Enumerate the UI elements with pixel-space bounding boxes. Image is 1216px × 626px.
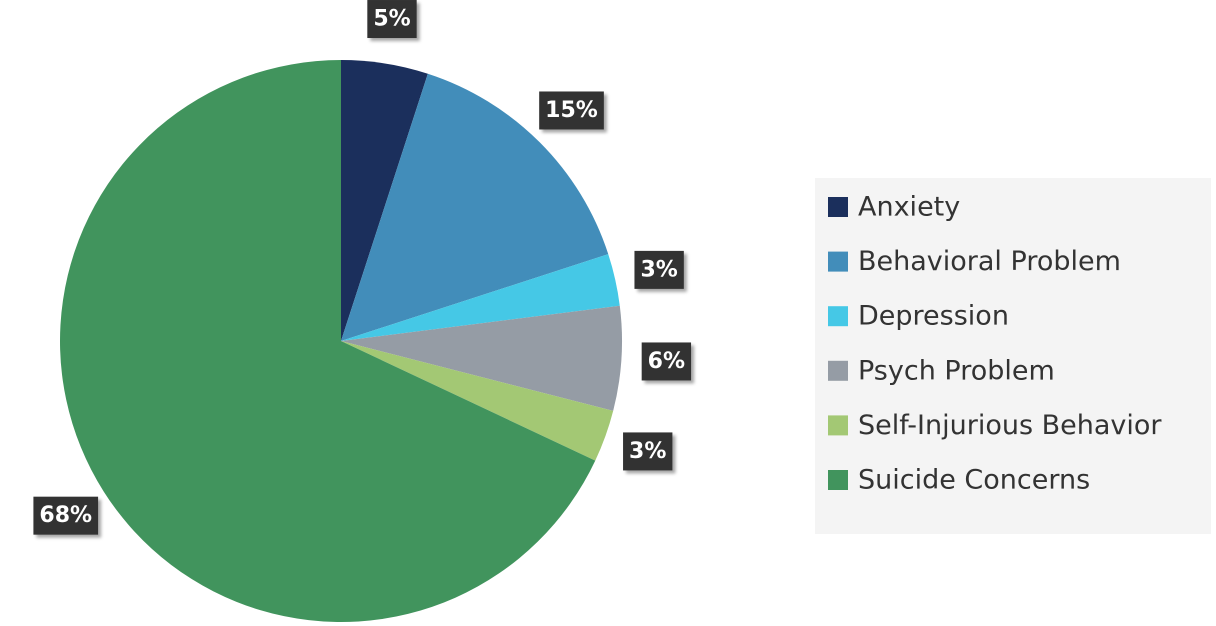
pie-slice <box>341 305 622 411</box>
legend-box <box>815 178 1211 534</box>
data-label-box <box>641 342 692 381</box>
legend-swatch <box>828 197 848 217</box>
legend-label: Behavioral Problem <box>858 246 1121 277</box>
legend-swatch <box>828 360 848 381</box>
data-label-text: 6% <box>648 349 685 374</box>
pie <box>60 60 622 622</box>
data-label-text: 3% <box>640 257 677 282</box>
pie-slice <box>341 60 428 341</box>
data-label-text: 15% <box>545 98 598 123</box>
data-label: 15% <box>539 91 604 130</box>
data-label-text: 68% <box>39 503 92 528</box>
data-label-box <box>367 0 417 39</box>
data-labels: 5% 15% 3% 6% 3% 68% <box>33 0 692 535</box>
data-label-text: 3% <box>629 439 666 464</box>
legend-label: Psych Problem <box>858 355 1055 386</box>
data-label: 5% <box>367 0 417 39</box>
data-label: 68% <box>33 496 99 535</box>
legend-label: Depression <box>858 301 1009 332</box>
legend-label: Anxiety <box>858 192 960 223</box>
data-label-box <box>623 432 673 471</box>
pie-slice <box>60 60 596 622</box>
legend-swatch <box>828 415 848 436</box>
legend-label: Self-Injurious Behavior <box>858 410 1162 441</box>
legend-label: Suicide Concerns <box>858 465 1090 496</box>
legend: Anxiety Behavioral Problem Depression Psych… <box>828 192 1162 496</box>
data-label: 3% <box>634 250 684 289</box>
data-label: 3% <box>623 432 673 471</box>
data-label-box <box>33 496 99 535</box>
pie-slice <box>341 254 620 341</box>
data-label: 6% <box>641 342 692 381</box>
pie-slice <box>341 341 614 461</box>
data-label-text: 5% <box>373 7 410 32</box>
data-label-box <box>539 91 604 130</box>
legend-swatch <box>828 306 848 327</box>
legend-swatch <box>828 470 848 490</box>
data-label-box <box>634 250 684 289</box>
pie-slice <box>341 73 609 342</box>
legend-swatch <box>828 251 848 272</box>
